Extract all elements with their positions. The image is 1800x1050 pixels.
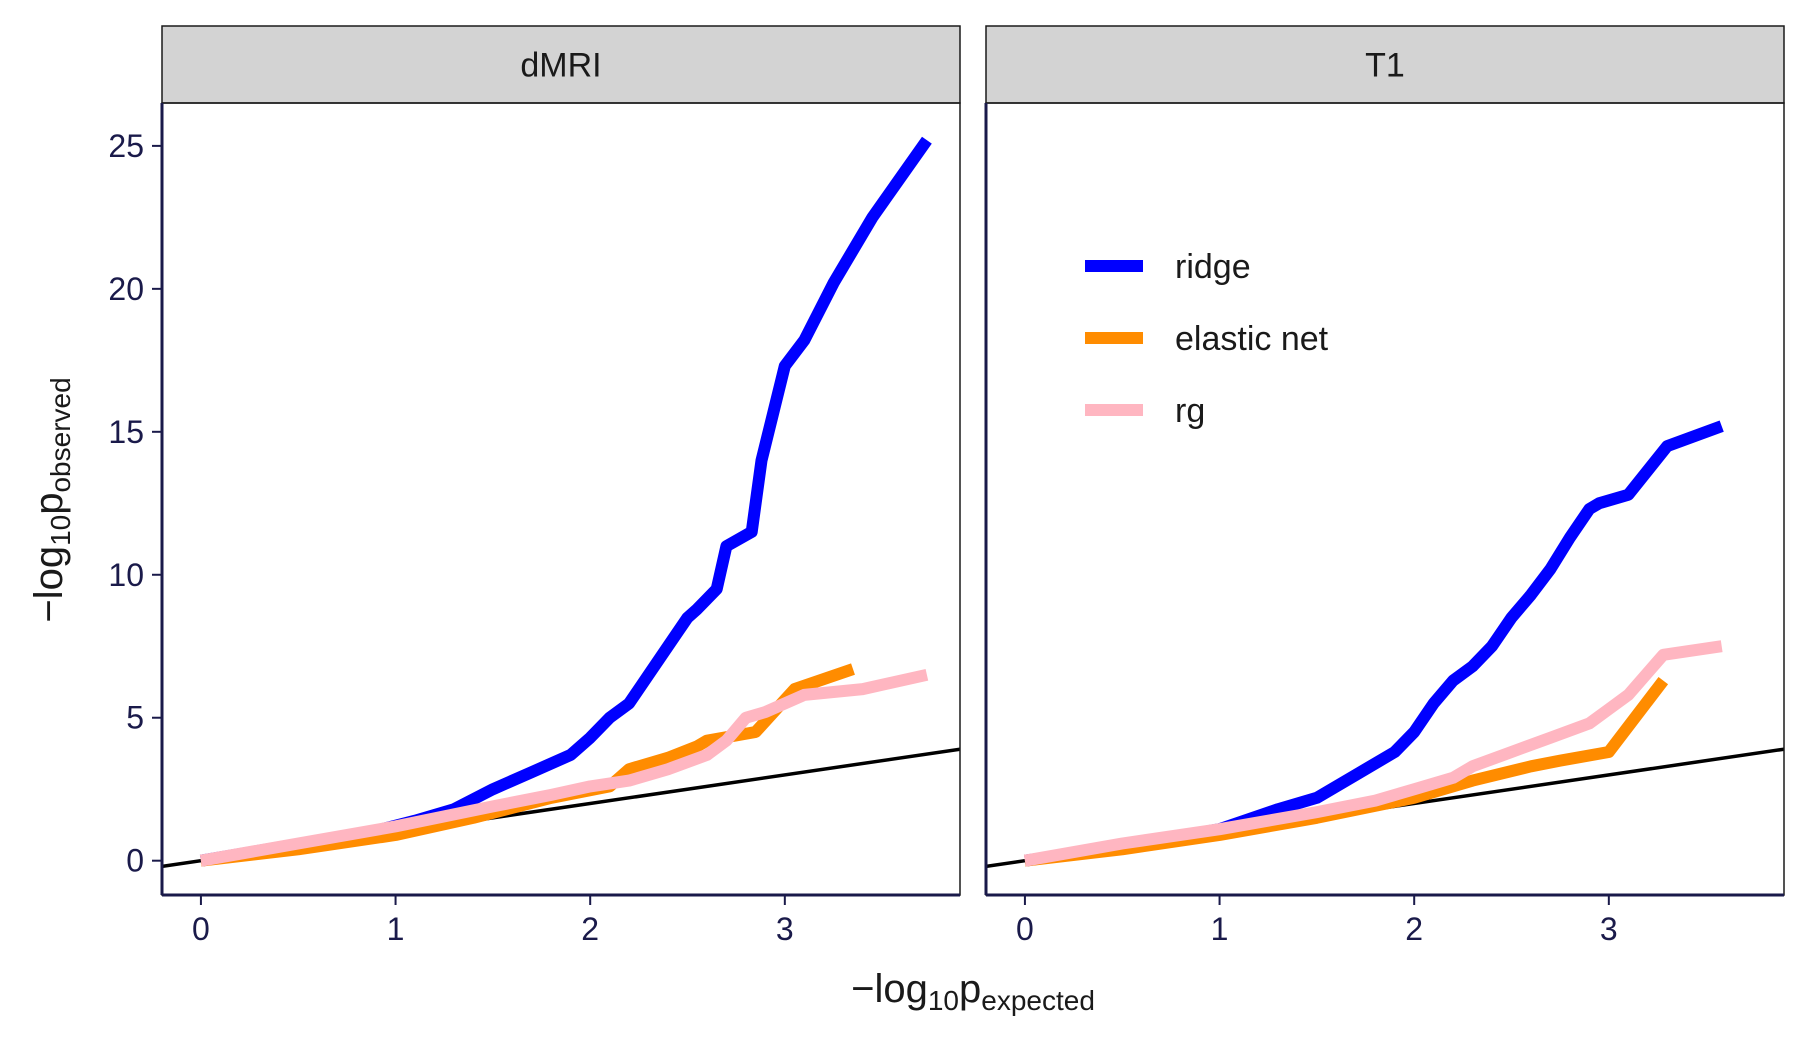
panel-border: [985, 102, 1785, 896]
series-line-ridge: [1024, 420, 1724, 867]
panel-border: [161, 102, 961, 896]
axis-title-prefix: −log: [27, 546, 71, 623]
facet-panels: dMRI 0 1 2 3 0 5 10 15 20 25 T1 0 1 2 3: [108, 25, 1785, 947]
series-line-elastic-net: [200, 663, 855, 867]
y-tick-label: 5: [126, 700, 144, 736]
strip-header: [161, 25, 961, 104]
plot-area: [162, 136, 960, 869]
x-tick-label: 1: [387, 911, 405, 947]
strip-title: T1: [1365, 47, 1405, 85]
legend-label-ridge: ridge: [1175, 248, 1251, 286]
axis-title-base: 10: [928, 985, 959, 1016]
y-tick-label: 25: [108, 128, 144, 164]
x-axis-title: −log10pexpected: [851, 967, 1095, 1016]
x-tick-label: 0: [192, 911, 210, 947]
legend-label-rg: rg: [1175, 392, 1205, 430]
series-line-rg: [199, 668, 929, 867]
legend-label-elastic-net: elastic net: [1175, 320, 1329, 358]
panel-t1: T1 0 1 2 3: [984, 25, 1785, 947]
legend: ridge elastic net rg: [1085, 248, 1329, 430]
axis-title-base: 10: [45, 515, 76, 546]
y-tick-label: 15: [108, 414, 144, 450]
axis-title-main: p: [959, 967, 981, 1011]
axis-titles: −log10pexpected−log10pobserved: [27, 377, 1095, 1016]
y-tick-label: 10: [108, 557, 144, 593]
axis-title-prefix: −log: [851, 967, 928, 1011]
y-axis-title: −log10pobserved: [27, 377, 76, 622]
axis-title-subscript: expected: [981, 985, 1095, 1016]
series-line-elastic-net: [1024, 676, 1669, 867]
x-tick-label: 3: [776, 911, 794, 947]
axis-title-subscript: observed: [45, 377, 76, 492]
y-tick-label: 20: [108, 271, 144, 307]
series-line-ridge: [199, 136, 932, 867]
x-tick-label: 2: [581, 911, 599, 947]
strip-title: dMRI: [520, 47, 601, 85]
panel-dmri: dMRI 0 1 2 3 0 5 10 15 20 25: [108, 25, 961, 947]
y-tick-label: 0: [126, 843, 144, 879]
x-tick-label: 2: [1405, 911, 1423, 947]
plot-area: [986, 420, 1784, 869]
strip-header: [985, 25, 1785, 104]
x-tick-label: 1: [1211, 911, 1229, 947]
axis-title-main: p: [27, 493, 71, 515]
series-line-rg: [1023, 640, 1723, 867]
x-tick-label: 0: [1016, 911, 1034, 947]
x-tick-label: 3: [1600, 911, 1618, 947]
